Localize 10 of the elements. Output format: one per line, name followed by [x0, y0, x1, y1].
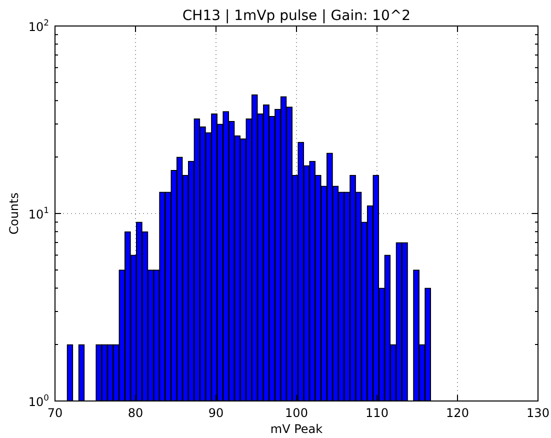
x-axis-title: mV Peak — [270, 422, 323, 436]
x-tick-label: 120 — [446, 406, 469, 420]
x-tick-label: 90 — [208, 406, 224, 420]
chart-title: CH13 | 1mVp pulse | Gain: 10^2 — [182, 8, 411, 24]
y-axis-title: Counts — [7, 192, 21, 234]
x-tick-label: 100 — [285, 406, 308, 420]
x-tick-label: 130 — [526, 406, 550, 420]
x-tick-label: 70 — [47, 406, 63, 420]
x-tick-label: 80 — [128, 406, 144, 420]
x-tick-label: 110 — [366, 406, 388, 420]
